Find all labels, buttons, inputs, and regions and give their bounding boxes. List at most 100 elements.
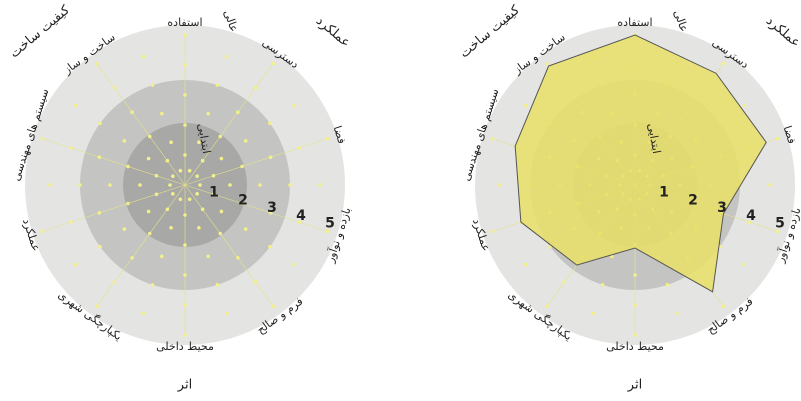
grid-dot xyxy=(141,311,146,316)
grid-dot xyxy=(160,254,164,259)
group-label: کیفیت ساخت xyxy=(457,2,523,61)
grid-dot xyxy=(169,225,173,230)
grid-dot xyxy=(183,333,187,337)
grid-dot xyxy=(218,231,223,236)
tick-label: 4 xyxy=(296,208,306,224)
grid-dot xyxy=(288,183,292,187)
group-label: اثر xyxy=(177,378,192,393)
grid-dot xyxy=(97,155,102,159)
grid-dot xyxy=(297,146,301,150)
grid-dot xyxy=(268,211,273,215)
grid-dot xyxy=(490,229,495,234)
data-area xyxy=(514,34,767,293)
grid-dot xyxy=(97,211,102,215)
grid-dot xyxy=(95,61,99,66)
spoke xyxy=(184,184,328,232)
grid-dot xyxy=(165,207,170,212)
grid-dot xyxy=(112,280,117,284)
grid-dot xyxy=(200,158,205,163)
grid-dot xyxy=(219,156,224,161)
tick-label: 2 xyxy=(688,192,698,208)
grid-dot xyxy=(240,164,244,169)
grid-dot xyxy=(150,283,155,287)
grid-dot xyxy=(268,121,272,126)
grid-dot xyxy=(224,54,229,59)
scale-label: ابتدایی xyxy=(645,122,663,154)
grid-dot xyxy=(545,304,549,309)
grid-dot xyxy=(271,61,275,66)
grid-dot xyxy=(195,174,199,178)
grid-dot xyxy=(742,262,747,267)
grid-dot xyxy=(171,174,175,178)
grid-dot xyxy=(130,256,134,260)
grid-dot xyxy=(73,103,78,108)
grid-dot xyxy=(562,280,567,284)
grid-dot xyxy=(215,83,220,87)
grid-dot xyxy=(243,139,248,143)
grid-dot xyxy=(268,244,272,249)
grid-dot xyxy=(95,304,99,309)
grid-dot xyxy=(122,139,127,143)
group-label: اثر xyxy=(627,378,642,393)
group-label: عملکرد xyxy=(763,13,801,50)
tick-label: 1 xyxy=(659,185,669,201)
grid-dot xyxy=(40,229,45,234)
spoke xyxy=(184,184,274,307)
grid-dot xyxy=(633,303,637,307)
grid-dot xyxy=(165,158,170,163)
grid-dot xyxy=(721,304,725,309)
spoke xyxy=(42,184,186,232)
grid-dot xyxy=(490,136,495,141)
grid-dot xyxy=(40,136,45,141)
axis-label: محیط داخلی xyxy=(606,340,664,353)
grid-dot xyxy=(258,183,262,187)
grid-dot xyxy=(523,262,528,267)
grid-dot xyxy=(138,183,142,187)
group-label: کیفیت ساخت xyxy=(7,2,73,61)
grid-dot xyxy=(126,201,130,206)
grid-dot xyxy=(198,183,202,187)
axis-label: فضا xyxy=(331,124,349,145)
grid-dot xyxy=(147,134,152,139)
grid-dot xyxy=(271,304,275,309)
grid-dot xyxy=(292,103,297,108)
grid-dot xyxy=(211,192,216,197)
grid-dot xyxy=(325,136,330,141)
grid-dot xyxy=(236,110,240,114)
grid-dot xyxy=(183,33,187,37)
grid-dot xyxy=(171,192,175,196)
grid-dot xyxy=(98,121,102,126)
grid-dot xyxy=(268,155,273,159)
grid-dot xyxy=(775,136,780,141)
grid-dot xyxy=(130,110,134,114)
grid-dot xyxy=(253,280,258,284)
grid-dot xyxy=(325,229,330,234)
tick-label: 1 xyxy=(209,185,219,201)
grid-dot xyxy=(240,201,244,206)
grid-dot xyxy=(150,83,155,87)
grid-dot xyxy=(243,227,248,231)
spoke xyxy=(96,184,186,307)
grid-dot xyxy=(48,183,52,187)
grid-dot xyxy=(154,173,159,178)
grid-dot xyxy=(183,123,187,127)
grid-dot xyxy=(78,183,82,187)
grid-dot xyxy=(292,262,297,267)
grid-dot xyxy=(69,146,73,150)
tick-label: 5 xyxy=(775,215,785,231)
tick-label: 3 xyxy=(717,200,727,216)
grid-dot xyxy=(633,333,637,337)
grid-dot xyxy=(224,311,229,316)
grid-dot xyxy=(742,103,747,108)
spoke xyxy=(184,63,274,186)
grid-dot xyxy=(183,93,187,97)
grid-dot xyxy=(183,63,187,67)
spoke xyxy=(42,138,186,186)
grid-dot xyxy=(218,134,223,139)
grid-dot xyxy=(197,225,201,230)
tick-label: 2 xyxy=(238,192,248,208)
grid-dot xyxy=(206,111,210,116)
tick-label: 3 xyxy=(267,200,277,216)
grid-dot xyxy=(183,213,187,217)
tick-label: 5 xyxy=(325,215,335,231)
